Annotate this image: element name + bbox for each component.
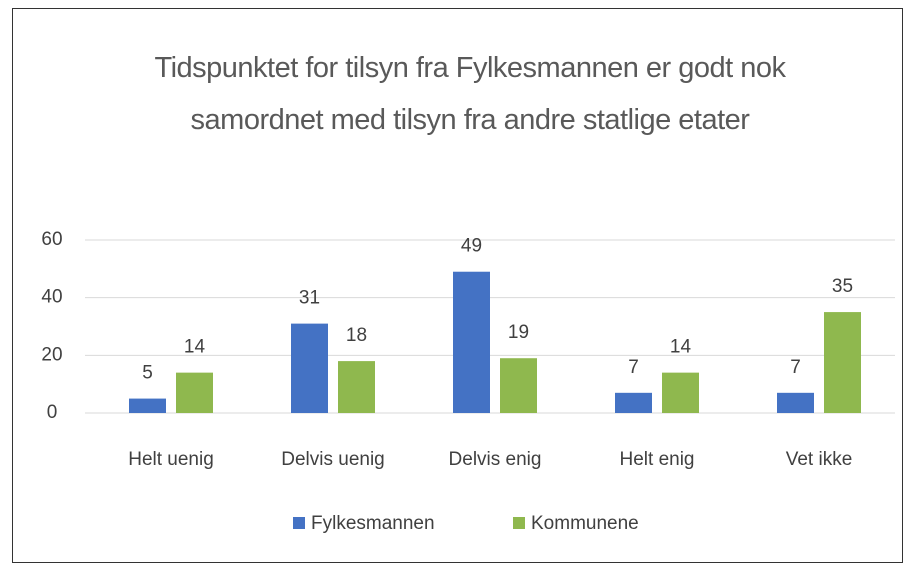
y-tick-label: 60 [41,229,62,250]
bar [176,372,213,413]
value-label: 7 [790,357,801,378]
x-tick-label: Helt enig [620,449,695,470]
value-label: 14 [184,337,206,358]
bar [453,271,490,413]
value-label: 14 [670,337,692,358]
bar [615,392,652,413]
legend-label: Fylkesmannen [311,513,435,534]
value-label: 31 [299,288,320,309]
bar [824,312,861,413]
x-tick-label: Delvis uenig [281,449,385,470]
bar [338,361,375,413]
x-tick-label: Vet ikke [786,449,853,470]
legend-swatch [293,517,305,529]
bar [500,358,537,413]
bar [129,398,166,413]
chart-title: Tidspunktet for tilsyn fra Fylkesmannen … [154,52,786,136]
bar [777,392,814,413]
value-label: 5 [142,363,153,384]
bar [291,323,328,413]
value-label: 7 [628,357,639,378]
legend-label: Kommunene [531,513,639,534]
value-label: 49 [461,236,482,257]
value-label: 35 [832,276,853,297]
value-label: 19 [508,322,529,343]
y-tick-label: 20 [41,344,62,365]
value-label: 18 [346,325,367,346]
bar [662,372,699,413]
y-tick-label: 40 [41,287,62,308]
x-tick-label: Helt uenig [128,449,214,470]
legend-swatch [513,517,525,529]
x-tick-label: Delvis enig [449,449,542,470]
y-tick-label: 0 [47,402,58,423]
